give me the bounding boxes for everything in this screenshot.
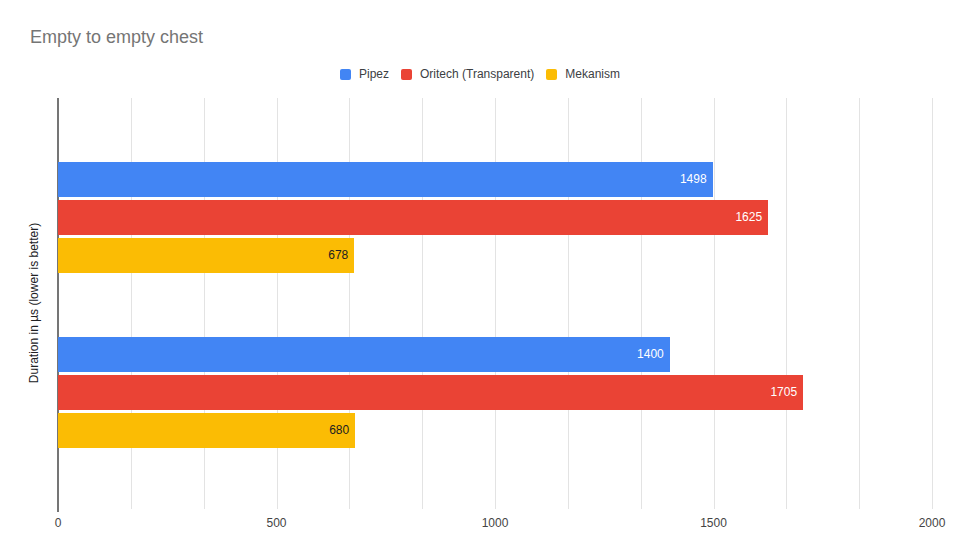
bar-value-label: 1625 (58, 200, 762, 235)
legend-label: Mekanism (565, 67, 620, 81)
legend-label: Oritech (Transparent) (420, 67, 534, 81)
chart-title: Empty to empty chest (30, 27, 203, 48)
legend-item-oritech-transparent: Oritech (Transparent) (401, 67, 534, 81)
bar-value-label: 1400 (58, 337, 664, 372)
legend-item-mekanism: Mekanism (546, 67, 620, 81)
gridline (568, 98, 569, 509)
gridline (495, 98, 496, 509)
x-tick-label: 1500 (700, 516, 727, 530)
x-tick-label: 500 (266, 516, 286, 530)
bar-value-label: 1498 (58, 162, 707, 197)
y-axis-title: Duration in µs (lower is better) (27, 153, 41, 453)
x-tick-label: 1000 (482, 516, 509, 530)
gridline (786, 98, 787, 509)
legend-item-pipez: Pipez (340, 67, 389, 81)
x-tick-label: 2000 (919, 516, 946, 530)
baseline-axis (57, 98, 59, 512)
legend-label: Pipez (359, 67, 389, 81)
bar-chart: Empty to empty chest Pipez Oritech (Trans… (0, 0, 960, 557)
gridline (641, 98, 642, 509)
bar-value-label: 678 (58, 238, 348, 273)
gridline (714, 98, 715, 509)
gridline (859, 98, 860, 509)
legend-swatch (401, 69, 412, 80)
bar-value-label: 1705 (58, 375, 797, 410)
x-tick-label: 0 (55, 516, 62, 530)
bar-value-label: 680 (58, 413, 349, 448)
gridline (932, 98, 933, 509)
legend-swatch (340, 69, 351, 80)
legend-swatch (546, 69, 557, 80)
gridline (422, 98, 423, 509)
legend: Pipez Oritech (Transparent) Mekanism (0, 67, 960, 81)
